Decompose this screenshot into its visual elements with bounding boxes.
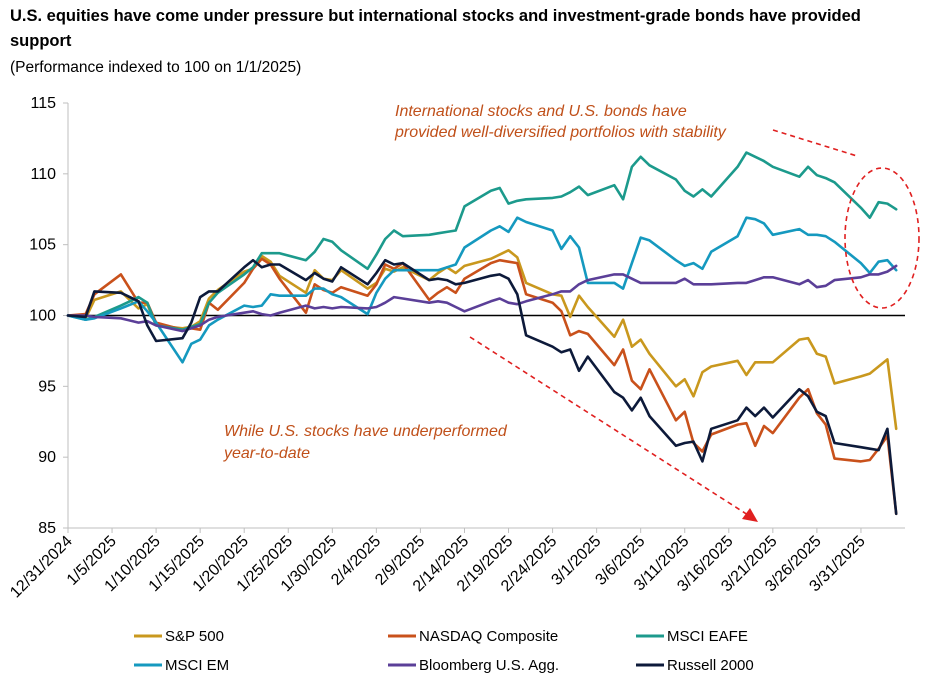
y-tick-label: 110 — [30, 166, 56, 183]
highlight-ellipse — [844, 167, 920, 309]
annotation-line: International stocks and U.S. bonds have — [395, 103, 687, 120]
series-line-msci-em — [66, 216, 898, 364]
y-tick-label: 95 — [38, 378, 56, 395]
series-line-msci-eafe — [66, 151, 898, 332]
chart-title: U.S. equities have come under pressure b… — [10, 7, 861, 50]
annotation-line: year-to-date — [223, 445, 310, 462]
series-line-russell-2000 — [66, 258, 898, 516]
annotation-group: International stocks and U.S. bonds have… — [223, 103, 920, 522]
x-axis: 12/31/20241/5/20251/10/20251/15/20251/20… — [7, 314, 905, 602]
legend-label: NASDAQ Composite — [419, 628, 558, 645]
y-tick-label: 100 — [29, 308, 56, 325]
chart-subtitle: (Performance indexed to 100 on 1/1/2025) — [10, 59, 302, 76]
y-tick-label: 90 — [38, 449, 56, 466]
legend-label: Bloomberg U.S. Agg. — [419, 657, 559, 674]
series-line-bloomberg-u-s-agg — [66, 264, 898, 333]
legend: S&P 500 NASDAQ Composite MSCI EAFE MSCI EM B… — [134, 628, 754, 674]
legend-label: Russell 2000 — [667, 657, 754, 674]
annotation-line: While U.S. stocks have underperformed — [224, 423, 508, 440]
x-tick-label: 12/31/2024 — [7, 533, 76, 602]
annotation-us-stocks: While U.S. stocks have underperformed yea… — [223, 423, 508, 462]
annotation-international: International stocks and U.S. bonds have… — [394, 103, 727, 141]
y-tick-label: 115 — [30, 95, 56, 112]
series-line-nasdaq-composite — [66, 257, 898, 516]
legend-label: MSCI EM — [165, 657, 229, 674]
arrowhead-icon — [742, 508, 758, 522]
legend-label: MSCI EAFE — [667, 628, 748, 645]
legend-label: S&P 500 — [165, 628, 224, 645]
y-tick-label: 85 — [38, 520, 56, 537]
annotation-arrow-lower — [469, 336, 749, 516]
annotation-line: provided well-diversified portfolios wit… — [394, 124, 727, 141]
series-group — [66, 151, 898, 516]
annotation-arrow-upper — [772, 129, 858, 157]
y-axis: 85 90 95 100 105 110 115 — [29, 95, 69, 537]
y-tick-label: 105 — [29, 237, 56, 254]
